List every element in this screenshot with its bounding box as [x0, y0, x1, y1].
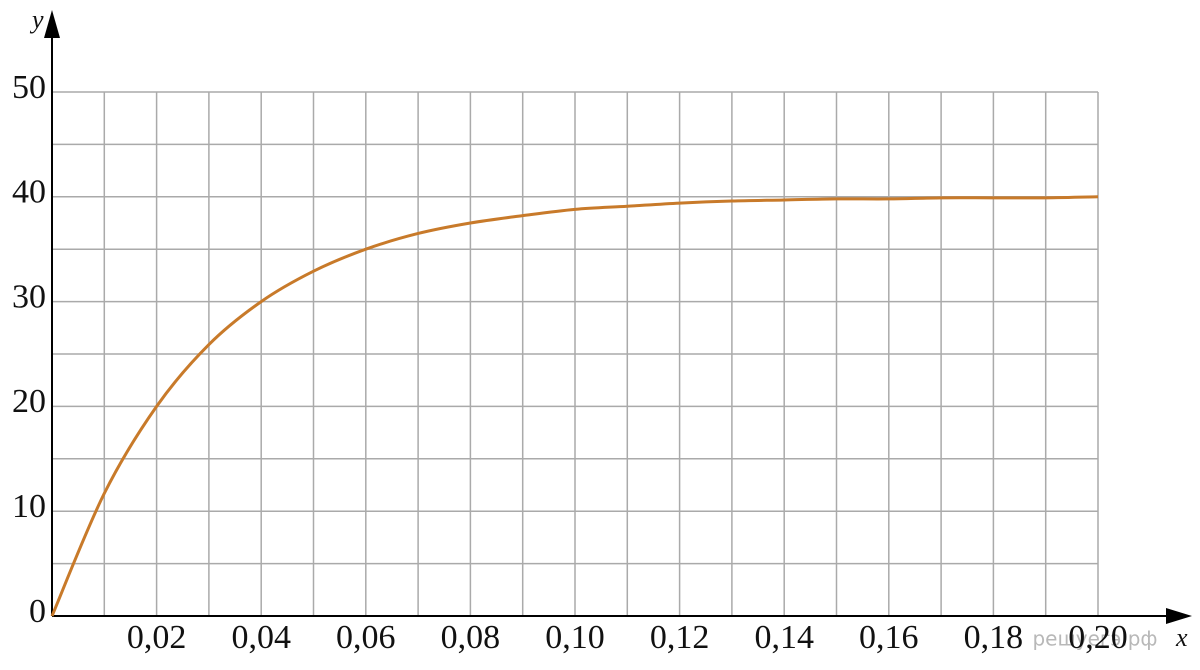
x-tick-label: 0,12	[650, 619, 710, 656]
y-tick-label: 0	[29, 593, 46, 630]
y-tick-label: 10	[12, 488, 46, 525]
curve	[50, 195, 1099, 617]
x-tick-label: 0,14	[754, 619, 814, 656]
x-tick-label: 0,02	[127, 619, 187, 656]
y-axis-arrow	[44, 10, 60, 38]
x-tick-label: 0,16	[859, 619, 919, 656]
x-axis-label: x	[1175, 623, 1188, 652]
y-tick-label: 50	[12, 69, 46, 106]
grid	[52, 91, 1099, 617]
watermark: решуегэ.рф	[1032, 627, 1157, 651]
x-tick-label: 0,06	[336, 619, 396, 656]
x-axis-arrow	[1166, 608, 1192, 624]
y-tick-label: 40	[12, 174, 46, 211]
x-tick-label: 0,10	[545, 619, 605, 656]
x-tick-label: 0,04	[231, 619, 291, 656]
x-tick-label: 0,18	[964, 619, 1024, 656]
y-tick-label: 20	[12, 383, 46, 420]
x-tick-label: 0,20	[1068, 619, 1128, 656]
y-tick-label: 30	[12, 278, 46, 315]
y-axis-label: y	[29, 5, 44, 34]
x-tick-label: 0,08	[441, 619, 501, 656]
